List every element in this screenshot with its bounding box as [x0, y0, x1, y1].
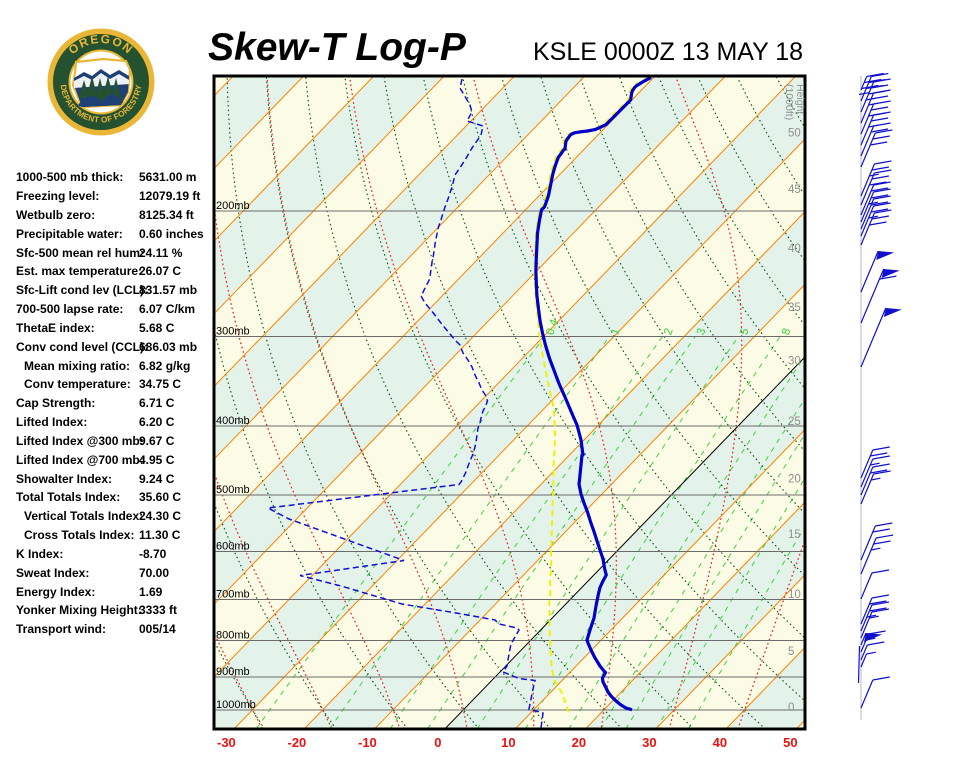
svg-text:(1000ft): (1000ft)	[783, 84, 795, 120]
svg-text:900mb: 900mb	[216, 666, 250, 678]
svg-text:30: 30	[642, 735, 656, 750]
svg-text:500mb: 500mb	[216, 484, 250, 496]
svg-text:400mb: 400mb	[216, 415, 250, 427]
svg-text:300mb: 300mb	[216, 326, 250, 338]
svg-text:30: 30	[788, 356, 801, 368]
svg-text:-30: -30	[217, 735, 236, 750]
svg-text:-20: -20	[288, 735, 307, 750]
svg-text:0: 0	[788, 702, 794, 714]
svg-text:20: 20	[788, 474, 801, 486]
svg-text:10: 10	[501, 735, 515, 750]
svg-text:800mb: 800mb	[216, 630, 250, 642]
svg-text:25: 25	[788, 416, 801, 428]
svg-text:200mb: 200mb	[216, 200, 250, 212]
svg-text:40: 40	[788, 243, 801, 255]
svg-text:35: 35	[788, 302, 801, 314]
svg-text:0: 0	[434, 735, 441, 750]
svg-text:50: 50	[783, 735, 797, 750]
svg-text:1000mb: 1000mb	[216, 699, 256, 711]
svg-text:5: 5	[788, 646, 794, 658]
svg-text:15: 15	[788, 529, 801, 541]
svg-text:50: 50	[788, 128, 801, 140]
svg-text:-10: -10	[358, 735, 377, 750]
svg-text:600mb: 600mb	[216, 541, 250, 553]
svg-text:20: 20	[572, 735, 586, 750]
svg-text:700mb: 700mb	[216, 588, 250, 600]
svg-text:45: 45	[788, 184, 801, 196]
svg-text:40: 40	[713, 735, 727, 750]
svg-text:10: 10	[788, 589, 801, 601]
